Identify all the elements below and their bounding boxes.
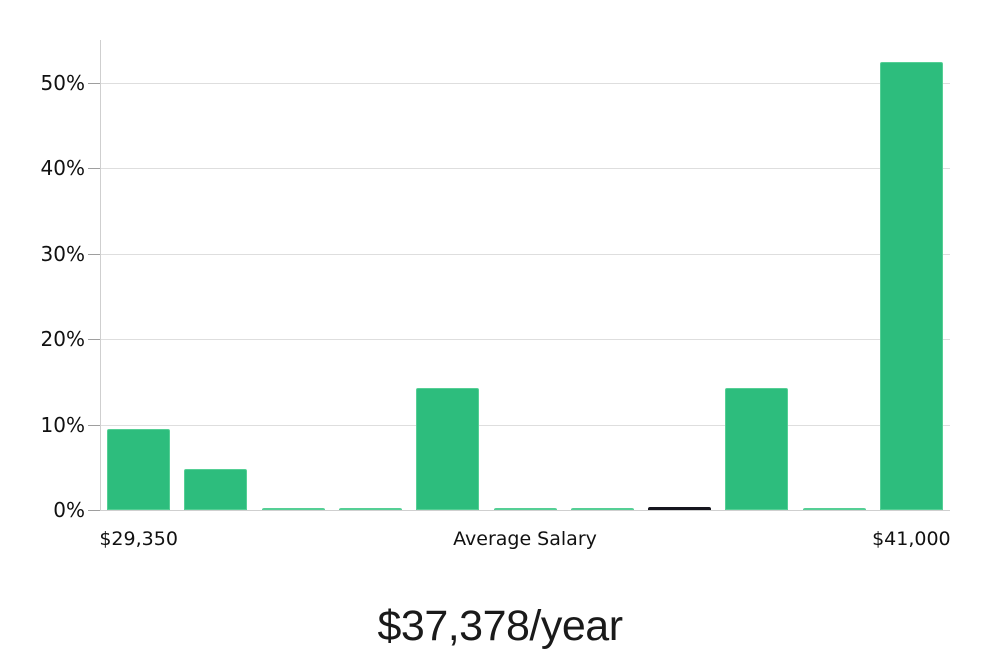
y-axis-tick [88, 82, 100, 84]
y-axis-label: 10% [40, 412, 85, 437]
bar [184, 469, 248, 510]
y-axis-label: 40% [40, 156, 85, 181]
y-axis-label: 50% [40, 70, 85, 95]
y-axis-tick [88, 510, 100, 511]
y-axis-label: 0% [53, 498, 85, 522]
y-axis-line [100, 40, 101, 511]
bar [802, 508, 866, 510]
gridline-50% [100, 82, 950, 84]
gridline-40% [100, 168, 950, 170]
salary-distribution-chart: 0% 10% 20% 30% 40% 50% $29,350 Average Salary $… [40, 40, 951, 550]
bar [570, 508, 634, 510]
x-axis-line [100, 510, 950, 511]
bar [879, 62, 943, 510]
y-axis-label: 30% [40, 241, 85, 266]
bar [338, 508, 402, 510]
x-axis-label: $41,000 [872, 528, 951, 550]
x-axis-label: $29,350 [99, 528, 178, 550]
gridline-20% [100, 339, 950, 341]
bar-highlighted [648, 507, 712, 510]
bar [416, 388, 480, 510]
gridline-10% [100, 424, 950, 426]
bar [493, 508, 557, 510]
bar [725, 388, 789, 510]
y-axis-label: 20% [40, 327, 85, 352]
y-axis-tick [88, 253, 100, 255]
average-salary-title: $37,378/year [377, 602, 623, 650]
bar [261, 508, 325, 510]
y-axis-tick [88, 424, 100, 426]
plot-area [100, 40, 950, 510]
gridline-30% [100, 253, 950, 255]
x-axis-label: Average Salary [453, 528, 597, 550]
y-axis-tick [88, 339, 100, 341]
y-axis-tick [88, 168, 100, 170]
bar [107, 429, 171, 510]
